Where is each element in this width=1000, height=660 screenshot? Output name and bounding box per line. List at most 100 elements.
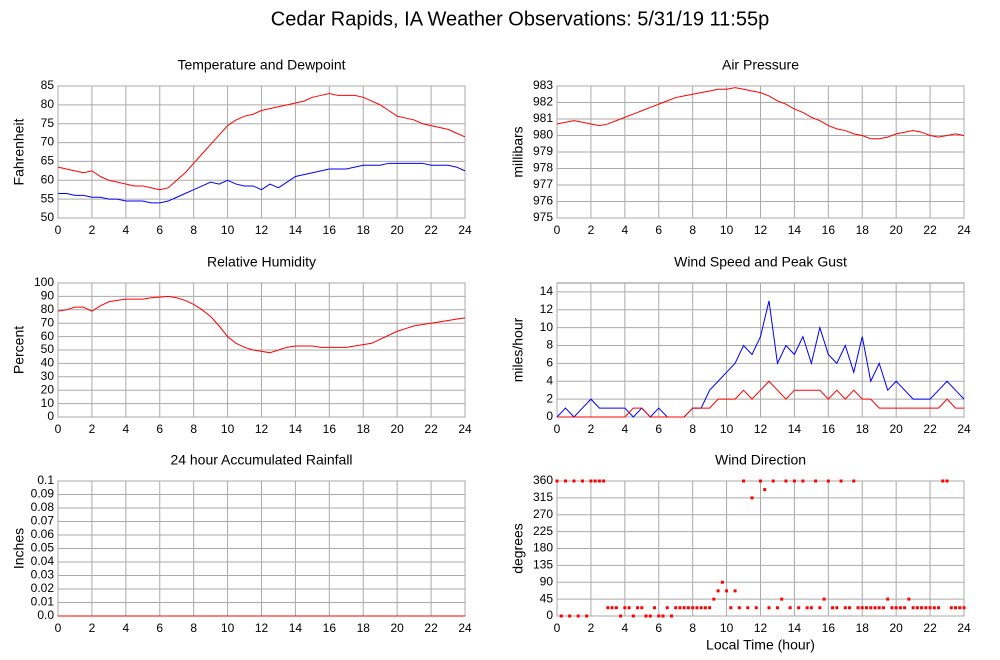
point: [805, 606, 809, 610]
x-tick-label: 20: [889, 621, 903, 635]
point: [826, 479, 830, 483]
x-tick-label: 20: [390, 223, 404, 237]
x-tick-label: 8: [190, 223, 197, 237]
point: [669, 614, 673, 618]
point: [631, 614, 635, 618]
x-tick-label: 16: [323, 223, 337, 237]
x-tick-label: 4: [122, 223, 129, 237]
chart-title: Wind Direction: [715, 452, 806, 468]
x-tick-label: 12: [754, 422, 768, 436]
point: [856, 606, 860, 610]
x-tick-label: 16: [323, 422, 337, 436]
y-tick-label: 70: [41, 135, 55, 149]
y-tick-label: 40: [41, 356, 55, 370]
point: [797, 606, 801, 610]
point: [920, 606, 924, 610]
point: [563, 479, 567, 483]
x-tick-label: 20: [889, 422, 903, 436]
chart-title: Temperature and Dewpoint: [177, 57, 345, 73]
x-tick-label: 18: [856, 223, 870, 237]
point: [911, 606, 915, 610]
x-tick-label: 16: [323, 621, 337, 635]
point: [555, 479, 559, 483]
point: [627, 606, 631, 610]
x-tick-label: 22: [923, 422, 937, 436]
point: [814, 479, 818, 483]
x-tick-label: 8: [689, 223, 696, 237]
y-tick-label: 270: [533, 507, 553, 521]
x-tick-label: 10: [221, 223, 235, 237]
point: [737, 606, 741, 610]
y-axis-label: millibars: [510, 126, 526, 177]
chart-title: 24 hour Accumulated Rainfall: [170, 452, 352, 468]
y-tick-label: 977: [533, 177, 553, 191]
point: [928, 606, 932, 610]
point: [602, 479, 606, 483]
point: [610, 606, 614, 610]
point: [644, 614, 648, 618]
y-tick-label: 0.04: [31, 554, 55, 568]
y-tick-label: 978: [533, 161, 553, 175]
series-line: [58, 162, 466, 204]
x-tick-label: 2: [588, 223, 595, 237]
x-tick-label: 14: [788, 422, 802, 436]
y-tick-label: 0.01: [31, 595, 55, 609]
y-tick-label: 0.07: [31, 514, 55, 528]
y-tick-label: 981: [533, 111, 553, 125]
x-tick-label: 14: [788, 223, 802, 237]
y-axis-label: miles/hour: [510, 317, 526, 382]
point: [742, 479, 746, 483]
y-tick-label: 225: [533, 524, 553, 538]
point: [903, 606, 907, 610]
x-tick-label: 6: [655, 621, 662, 635]
y-tick-label: 14: [540, 284, 554, 298]
y-tick-label: 976: [533, 194, 553, 208]
x-tick-label: 12: [255, 223, 269, 237]
y-tick-label: 75: [41, 116, 55, 130]
y-tick-label: 20: [41, 382, 55, 396]
point: [775, 606, 779, 610]
x-tick-label: 10: [221, 621, 235, 635]
x-tick-label: 16: [822, 422, 836, 436]
y-tick-label: 0.08: [31, 500, 55, 514]
y-axis-label: Inches: [11, 528, 27, 569]
series-line: [557, 380, 964, 418]
point: [831, 606, 835, 610]
x-tick-label: 6: [156, 621, 163, 635]
y-tick-label: 8: [546, 338, 553, 352]
x-tick-label: 22: [923, 223, 937, 237]
x-tick-label: 16: [822, 223, 836, 237]
x-tick-label: 2: [89, 621, 96, 635]
point: [661, 614, 665, 618]
y-tick-label: 0: [47, 409, 54, 423]
y-tick-label: 50: [41, 342, 55, 356]
point: [945, 479, 949, 483]
point: [712, 597, 716, 601]
x-tick-label: 22: [424, 223, 438, 237]
point: [708, 606, 712, 610]
y-tick-label: 4: [546, 373, 553, 387]
point: [695, 606, 699, 610]
y-tick-label: 982: [533, 95, 553, 109]
x-tick-label: 10: [720, 422, 734, 436]
point: [809, 606, 813, 610]
x-tick-label: 12: [255, 621, 269, 635]
point: [924, 606, 928, 610]
point: [877, 606, 881, 610]
x-tick-label: 24: [458, 223, 472, 237]
point: [894, 606, 898, 610]
series-line: [57, 295, 466, 354]
point: [852, 479, 856, 483]
y-tick-label: 180: [533, 541, 553, 555]
y-tick-label: 135: [533, 558, 553, 572]
series-line: [556, 300, 965, 418]
x-tick-label: 0: [554, 621, 561, 635]
point: [725, 589, 729, 593]
x-tick-label: 20: [889, 223, 903, 237]
point: [839, 479, 843, 483]
point: [686, 606, 690, 610]
point: [657, 614, 661, 618]
y-tick-label: 10: [41, 396, 55, 410]
point: [729, 606, 733, 610]
x-tick-label: 6: [655, 422, 662, 436]
